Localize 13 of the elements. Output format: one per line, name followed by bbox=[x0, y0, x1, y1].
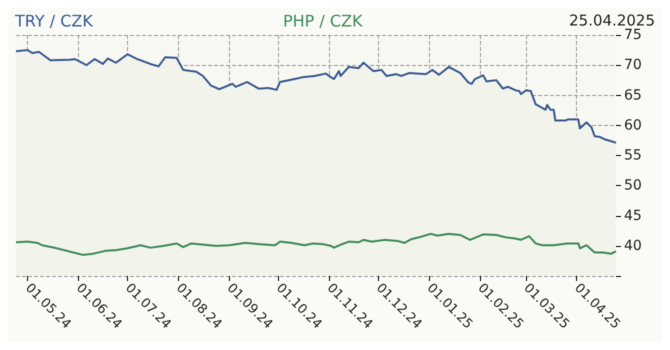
text: PHP / CZK bbox=[283, 12, 364, 30]
y-tick-label: 75 bbox=[624, 27, 642, 43]
y-tick-label: 70 bbox=[624, 57, 642, 74]
chart-title: 25.04.2025 bbox=[569, 12, 656, 30]
line-series bbox=[15, 232, 617, 256]
y-tick-label: 65 bbox=[624, 87, 642, 104]
y-tick-label: 55 bbox=[624, 148, 642, 164]
y-tick-label: 45 bbox=[624, 208, 642, 224]
y-tick-label: 50 bbox=[624, 178, 642, 194]
y-tick-label: 40 bbox=[624, 238, 642, 254]
y-tick-label: 60 bbox=[624, 117, 642, 134]
line-series bbox=[15, 49, 617, 144]
series-label: TRY / CZK bbox=[14, 12, 94, 30]
